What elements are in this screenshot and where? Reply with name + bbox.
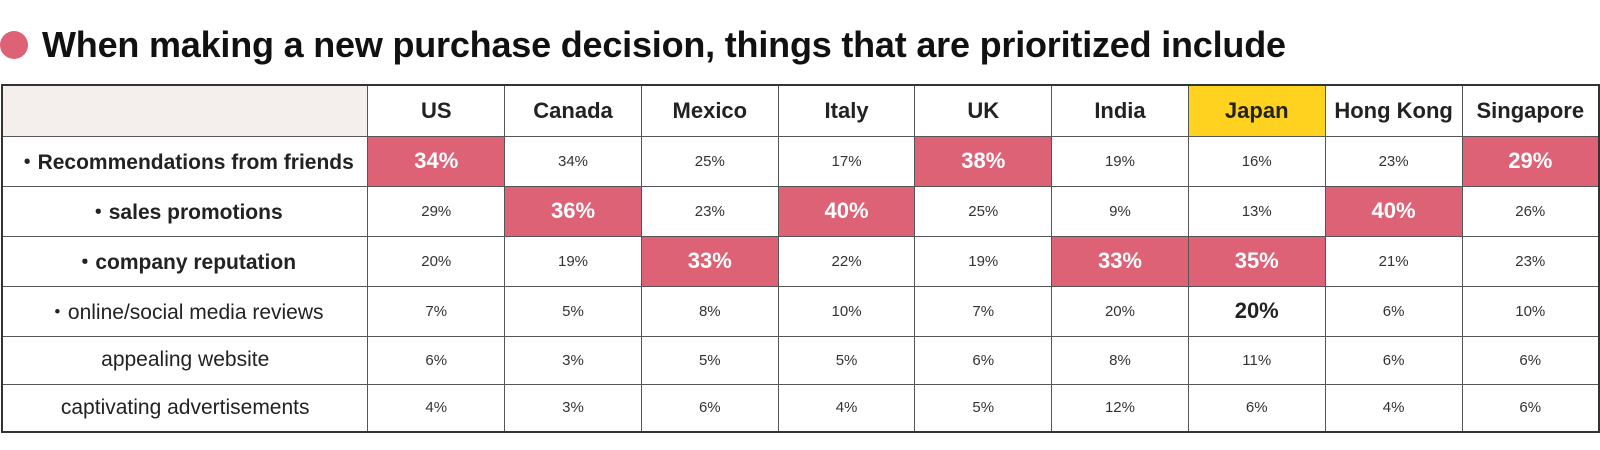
value-cell: 5% xyxy=(914,383,1053,433)
value-cell: 23% xyxy=(1324,135,1463,187)
value-cell: 6% xyxy=(1324,285,1463,337)
row-label: ・Recommendations from friends xyxy=(1,135,369,187)
value-cell: 6% xyxy=(914,335,1053,385)
value-cell: 20% xyxy=(1051,285,1189,337)
chart-title: When making a new purchase decision, thi… xyxy=(42,24,1286,65)
column-header-uk: UK xyxy=(914,84,1053,137)
title-row: When making a new purchase decision, thi… xyxy=(0,20,1286,70)
value-cell: 25% xyxy=(914,185,1053,237)
value-cell: 3% xyxy=(504,335,642,385)
value-cell: 4% xyxy=(367,383,506,433)
table-row: ・Recommendations from friends 34% 34% 25% 17… xyxy=(1,135,1600,187)
value-cell: 40% xyxy=(777,185,916,237)
column-header-italy: Italy xyxy=(777,84,916,137)
column-header-mexico: Mexico xyxy=(640,84,779,137)
column-header-japan: Japan xyxy=(1187,84,1326,137)
table-body: ・Recommendations from friends 34% 34% 25% 17… xyxy=(1,135,1600,433)
value-cell: 7% xyxy=(367,285,506,337)
bullet-dot-icon xyxy=(0,31,28,59)
value-cell: 40% xyxy=(1324,185,1463,237)
value-cell: 25% xyxy=(640,135,779,187)
column-header-singapore: Singapore xyxy=(1461,84,1600,137)
value-cell: 26% xyxy=(1461,185,1600,237)
row-label: ・company reputation xyxy=(1,235,369,287)
value-cell: 22% xyxy=(777,235,916,287)
value-cell: 36% xyxy=(504,185,642,237)
value-cell: 6% xyxy=(1461,383,1600,433)
value-cell: 16% xyxy=(1187,135,1326,187)
row-label: ・sales promotions xyxy=(1,185,369,237)
value-cell: 12% xyxy=(1051,383,1189,433)
value-cell: 19% xyxy=(504,235,642,287)
value-cell: 20% xyxy=(1187,285,1326,337)
table-row: ・online/social media reviews 7% 5% 8% 10% 7% 2… xyxy=(1,285,1600,337)
value-cell: 13% xyxy=(1187,185,1326,237)
row-label: ・online/social media reviews xyxy=(1,285,369,337)
value-cell: 29% xyxy=(367,185,506,237)
value-cell: 5% xyxy=(640,335,779,385)
column-header-hong-kong: Hong Kong xyxy=(1324,84,1463,137)
value-cell: 20% xyxy=(367,235,506,287)
table-header-row: US Canada Mexico Italy UK India Japan Hong Kong… xyxy=(1,84,1600,137)
table-row: ・sales promotions 29% 36% 23% 40% 25% 9% 13% 40%… xyxy=(1,185,1600,237)
value-cell: 17% xyxy=(777,135,916,187)
value-cell: 6% xyxy=(1324,335,1463,385)
value-cell: 34% xyxy=(367,135,506,187)
column-header-canada: Canada xyxy=(504,84,642,137)
priority-table: US Canada Mexico Italy UK India Japan Hong Kong… xyxy=(1,84,1600,433)
value-cell: 7% xyxy=(914,285,1053,337)
value-cell: 29% xyxy=(1461,135,1600,187)
value-cell: 5% xyxy=(777,335,916,385)
value-cell: 11% xyxy=(1187,335,1326,385)
table-row: captivating advertisements 4% 3% 6% 4% 5% 12% 6… xyxy=(1,383,1600,433)
value-cell: 33% xyxy=(1051,235,1189,287)
value-cell: 23% xyxy=(640,185,779,237)
value-cell: 3% xyxy=(504,383,642,433)
value-cell: 6% xyxy=(1187,383,1326,433)
value-cell: 8% xyxy=(1051,335,1189,385)
value-cell: 33% xyxy=(640,235,779,287)
value-cell: 38% xyxy=(914,135,1053,187)
value-cell: 19% xyxy=(914,235,1053,287)
column-header-india: India xyxy=(1051,84,1189,137)
value-cell: 4% xyxy=(1324,383,1463,433)
column-header-us: US xyxy=(367,84,506,137)
value-cell: 5% xyxy=(504,285,642,337)
value-cell: 4% xyxy=(777,383,916,433)
row-label: captivating advertisements xyxy=(1,383,369,433)
row-label: appealing website xyxy=(1,335,369,385)
value-cell: 21% xyxy=(1324,235,1463,287)
header-corner-cell xyxy=(1,84,369,137)
table-row: appealing website 6% 3% 5% 5% 6% 8% 11% 6% 6% xyxy=(1,335,1600,385)
value-cell: 23% xyxy=(1461,235,1600,287)
value-cell: 6% xyxy=(1461,335,1600,385)
value-cell: 19% xyxy=(1051,135,1189,187)
value-cell: 9% xyxy=(1051,185,1189,237)
table-row: ・company reputation 20% 19% 33% 22% 19% 33% 35%… xyxy=(1,235,1600,287)
value-cell: 6% xyxy=(367,335,506,385)
value-cell: 34% xyxy=(504,135,642,187)
value-cell: 10% xyxy=(1461,285,1600,337)
value-cell: 10% xyxy=(777,285,916,337)
value-cell: 6% xyxy=(640,383,779,433)
value-cell: 8% xyxy=(640,285,779,337)
value-cell: 35% xyxy=(1187,235,1326,287)
